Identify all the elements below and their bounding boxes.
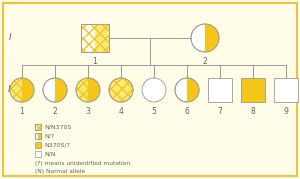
Wedge shape [187, 78, 199, 102]
Bar [35, 133, 41, 139]
Text: 4: 4 [118, 107, 123, 116]
Bar [35, 133, 41, 139]
Bar [38, 133, 41, 139]
Wedge shape [88, 78, 100, 102]
Bar [35, 142, 41, 148]
Bar [81, 24, 109, 52]
Text: 2: 2 [202, 57, 207, 66]
Bar [95, 24, 109, 52]
Text: 1: 1 [93, 57, 98, 66]
Bar [35, 124, 41, 130]
Text: 8: 8 [250, 107, 255, 116]
Wedge shape [22, 78, 34, 102]
Circle shape [142, 78, 166, 102]
Text: (?) means unidentified mutation: (?) means unidentified mutation [35, 161, 130, 166]
Bar [241, 78, 265, 102]
Text: N/?: N/? [44, 134, 54, 139]
Text: (N) Normal allele: (N) Normal allele [35, 170, 85, 175]
Circle shape [76, 78, 100, 102]
Text: N/N: N/N [44, 151, 56, 156]
Wedge shape [55, 78, 67, 102]
Bar [35, 124, 41, 130]
Text: N370S/?: N370S/? [44, 142, 70, 147]
Bar [35, 124, 41, 130]
Bar [208, 78, 232, 102]
Text: II: II [8, 86, 13, 95]
Text: 3: 3 [85, 107, 90, 116]
Wedge shape [10, 78, 22, 102]
Bar [274, 78, 298, 102]
Text: 7: 7 [218, 107, 222, 116]
Wedge shape [76, 78, 88, 102]
Bar [81, 24, 109, 52]
Circle shape [43, 78, 67, 102]
Circle shape [109, 78, 133, 102]
Text: 6: 6 [184, 107, 189, 116]
Bar [38, 124, 41, 130]
Text: I: I [9, 33, 11, 42]
Circle shape [191, 24, 219, 52]
Text: 2: 2 [52, 107, 57, 116]
Text: 1: 1 [20, 107, 24, 116]
Bar [35, 151, 41, 157]
Text: 9: 9 [284, 107, 288, 116]
Bar [81, 24, 109, 52]
Circle shape [10, 78, 34, 102]
Text: N/N370S: N/N370S [44, 125, 71, 129]
Text: 5: 5 [152, 107, 156, 116]
Wedge shape [205, 24, 219, 52]
Circle shape [175, 78, 199, 102]
